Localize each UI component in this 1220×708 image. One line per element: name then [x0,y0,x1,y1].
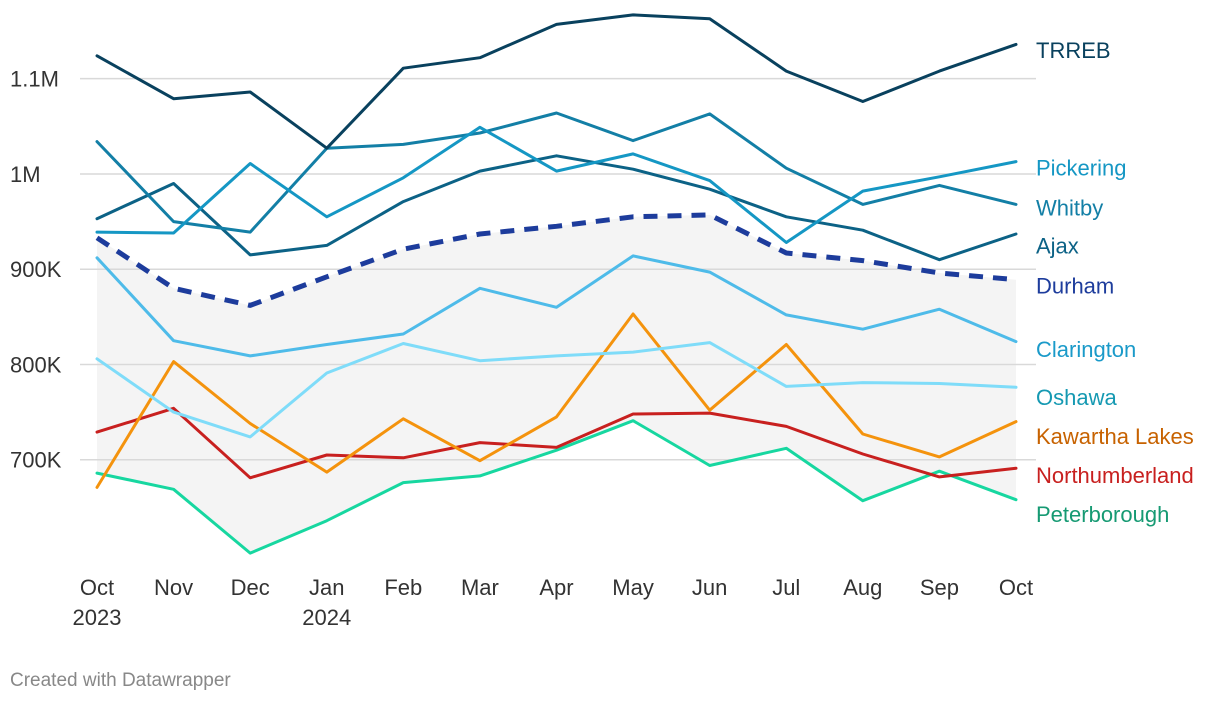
y-tick-label: 1M [10,162,41,187]
series-line-kawartha-lakes [95,312,1018,489]
series-line-durham [95,212,1017,308]
series-line-ajax [95,154,1018,262]
range-band-area [97,214,1016,554]
x-tick-label: Nov [154,575,193,600]
x-tick-label-year: 2024 [302,605,351,630]
series-label-clarington: Clarington [1036,337,1136,362]
series-line-trreb [95,13,1018,150]
x-tick-label: Jul [772,575,800,600]
series-label-ajax: Ajax [1036,233,1079,258]
series-line-peterborough [95,419,1018,555]
x-tick-label: Oct [80,575,114,600]
x-tick-label-year: 2023 [73,605,122,630]
x-tick-label: Jun [692,575,727,600]
series-label-trreb: TRREB [1036,38,1111,63]
x-axis-ticks: Oct 2023 Nov Dec Jan 2024 Feb Mar Apr May Jun Jul Au… [73,575,1034,630]
series-line-northumberland [95,406,1018,480]
series-label-pickering: Pickering [1036,155,1126,180]
series-label-durham: Durham [1036,273,1114,298]
line-chart: 700K 800K 900K 1M 1.1M Oct 2023 Nov Dec Jan 2024 F… [10,13,1194,630]
x-tick-label: Jan [309,575,344,600]
series-line-whitby [95,111,1018,234]
x-tick-label: Dec [231,575,270,600]
series-line-pickering [95,125,1018,244]
x-tick-label: May [612,575,654,600]
series-label-oshawa: Oshawa [1036,385,1117,410]
series-line-clarington [95,254,1018,358]
series-labels: TRREB Pickering Whitby Ajax Durham Clarington… [1036,38,1194,527]
x-tick-label: Aug [843,575,882,600]
series-label-peterborough: Peterborough [1036,502,1169,527]
x-tick-label: Sep [920,575,959,600]
series-line-oshawa [95,341,1018,439]
x-tick-label: Feb [384,575,422,600]
y-tick-label: 900K [10,257,62,282]
x-tick-label: Apr [539,575,573,600]
x-tick-label: Oct [999,575,1033,600]
series-label-northumberland: Northumberland [1036,463,1194,488]
series-label-kawartha-lakes: Kawartha Lakes [1036,424,1194,449]
y-axis-ticks: 700K 800K 900K 1M 1.1M [10,67,62,473]
y-tick-label: 700K [10,448,62,473]
range-band [97,214,1016,554]
y-tick-label: 800K [10,352,62,377]
y-tick-label: 1.1M [10,67,59,92]
series-label-whitby: Whitby [1036,195,1103,220]
credit-note: Created with Datawrapper [10,670,231,691]
x-tick-label: Mar [461,575,499,600]
series-lines [95,13,1018,555]
